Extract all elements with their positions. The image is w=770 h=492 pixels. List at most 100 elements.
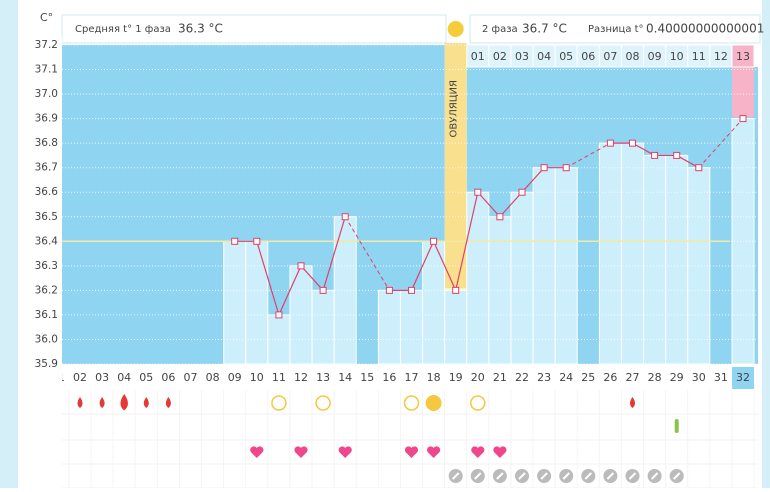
phase2-day-label: 13 — [736, 50, 750, 63]
drop-icon — [99, 397, 105, 408]
x-tick-label: 15 — [360, 371, 374, 384]
phase2-day-label: 03 — [515, 50, 529, 63]
phase1-label: Средняя t° 1 фаза — [75, 24, 171, 35]
phase2-label: 2 фаза — [482, 24, 518, 35]
test-icon-slash — [562, 472, 570, 480]
test-icon-slash — [672, 472, 681, 480]
point — [540, 164, 548, 172]
phase2-day-label: 07 — [603, 50, 617, 63]
heart-icon — [426, 446, 441, 458]
heart-icon — [250, 446, 264, 458]
phase1-header — [61, 14, 447, 44]
phase2-day-label: 11 — [692, 50, 706, 63]
green-icon — [674, 419, 679, 433]
point — [341, 213, 349, 221]
x-tick-label: 24 — [559, 371, 573, 384]
test-icon-slash — [540, 472, 548, 480]
y-tick-label: 36.8 — [35, 137, 58, 149]
y-tick-label: 36.2 — [35, 284, 58, 296]
circle-icon — [403, 395, 420, 411]
point — [231, 237, 239, 245]
x-tick-label: 22 — [515, 371, 529, 384]
drop-icon — [120, 394, 128, 411]
phase2-day-label: 01 — [471, 50, 485, 63]
gap-connector — [565, 142, 611, 169]
bar — [643, 154, 667, 365]
y-tick-label: 36.5 — [35, 211, 58, 223]
point — [518, 188, 526, 196]
point — [673, 151, 681, 159]
point — [452, 286, 460, 294]
test-icon-slash — [606, 472, 615, 480]
x-tick-label: 09 — [228, 371, 242, 384]
y-tick-label: 36.7 — [35, 162, 58, 174]
test-icon-slash — [518, 472, 526, 480]
circle-icon — [425, 395, 442, 411]
phase2-day-label: 02 — [493, 50, 507, 63]
bar — [621, 142, 644, 365]
y-tick-label: 36.6 — [35, 186, 59, 198]
phase2-day-label: 04 — [537, 50, 551, 63]
phase2-mean: 36.7 °C — [522, 22, 567, 36]
heart-icon — [404, 446, 419, 458]
bar — [245, 240, 269, 365]
x-tick-label: 17 — [405, 371, 419, 384]
ovulation-band — [444, 43, 467, 288]
test-icon-slash — [496, 472, 504, 480]
point — [474, 188, 482, 196]
side-strip — [762, 0, 770, 488]
phase2-day-label: 08 — [626, 50, 640, 63]
x-tick-label: 11 — [272, 371, 286, 384]
circle-icon — [470, 395, 486, 411]
point — [651, 151, 659, 159]
circle-icon — [315, 395, 331, 411]
test-icon-slash — [451, 472, 460, 480]
y-tick-label: 36.4 — [35, 235, 59, 247]
x-tick-label: 05 — [139, 371, 153, 384]
x-tick-label: 03 — [95, 371, 109, 384]
bar — [598, 142, 622, 365]
day-labels: 01 02 03 04 05 06 07 08 09 10 11 12 13 14 15 16 17 18 19 20… — [51, 367, 754, 389]
gap-connector — [344, 216, 390, 291]
y-axis-label: C° — [40, 11, 53, 24]
phase2-day-label: 05 — [559, 50, 573, 63]
y-tick-label: 37.2 — [35, 39, 58, 51]
drop-icon — [143, 397, 149, 408]
x-tick-label: 20 — [471, 371, 485, 384]
test-icon-slash — [628, 472, 637, 480]
point — [496, 213, 504, 221]
x-tick-label: 14 — [338, 371, 352, 384]
x-tick-label: 10 — [250, 371, 264, 384]
x-tick-label: 25 — [581, 371, 595, 384]
drop-icon — [630, 397, 635, 408]
point — [695, 164, 703, 172]
ovulation-dot — [447, 21, 464, 37]
y-tick-label: 36.3 — [35, 260, 58, 272]
bar — [665, 154, 689, 365]
point — [606, 139, 614, 147]
x-tick-label: 01 — [51, 371, 65, 384]
bar — [377, 289, 401, 365]
phase2-header — [469, 14, 761, 44]
bar — [400, 289, 423, 365]
y-tick-label: 35.9 — [35, 358, 58, 370]
bar — [333, 216, 357, 365]
x-tick-label: 21 — [493, 371, 507, 384]
x-tick-label: 13 — [316, 371, 330, 384]
day-row — [62, 367, 758, 389]
point — [319, 286, 327, 294]
y-tick-label: 37.0 — [35, 88, 58, 100]
phase2-day-label: 06 — [581, 50, 595, 63]
test-icon-slash — [650, 472, 659, 480]
y-tick-label: 36.0 — [35, 333, 58, 345]
point — [385, 286, 393, 294]
x-tick-label: 29 — [670, 371, 684, 384]
x-tick-label: 19 — [449, 371, 463, 384]
x-tick-label: 16 — [382, 371, 396, 384]
point — [629, 139, 636, 147]
point — [297, 262, 305, 270]
heart-icon — [338, 446, 352, 458]
point — [275, 311, 283, 319]
phase2-day-label: 09 — [648, 50, 662, 63]
y-tick-label: 36.9 — [35, 113, 58, 125]
